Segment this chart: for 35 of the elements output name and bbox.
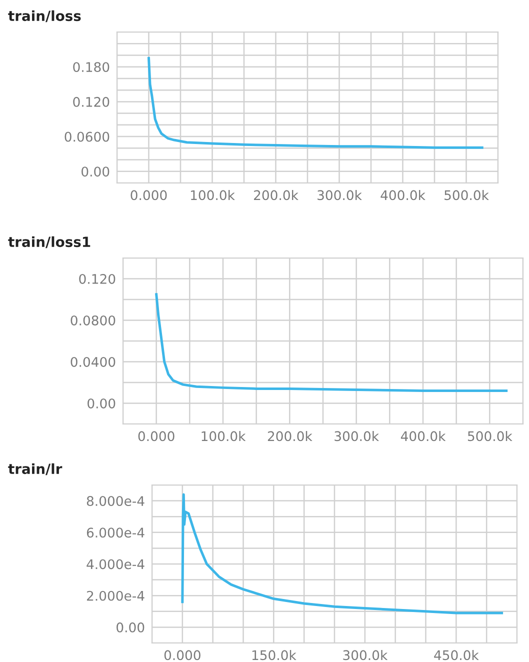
y-tick-label: 0.120 [79, 274, 116, 284]
x-tick-label: 400.0k [380, 190, 426, 200]
y-tick-label: 0.00 [88, 398, 116, 408]
line-series [155, 293, 508, 392]
y-tick-label: 0.120 [73, 96, 110, 107]
y-tick-label: 0.180 [73, 62, 110, 72]
y-tick-label: 0.0400 [70, 356, 116, 367]
x-tick-label: 500.0k [468, 430, 512, 442]
x-tick-label: 0.000 [138, 431, 174, 442]
x-tick-label: 500.0k [444, 190, 489, 200]
x-tick-label: 100.0k [202, 430, 246, 442]
y-tick-label: 2.000e-4 [86, 590, 144, 601]
chart-title: train/loss [8, 10, 81, 22]
x-tick-label: 100.0k [190, 190, 235, 200]
x-tick-label: 450.0k [434, 650, 479, 660]
x-tick-label: 200.0k [254, 190, 298, 200]
y-tick-label: 0.0800 [70, 315, 116, 326]
x-tick-label: 0.000 [130, 190, 167, 200]
y-tick-label: 0.0600 [64, 132, 110, 142]
y-tick-label: 0.00 [116, 622, 144, 632]
x-tick-label: 0.000 [164, 650, 200, 660]
x-tick-label: 200.0k [268, 430, 312, 442]
x-tick-label: 300.0k [318, 190, 362, 200]
x-tick-label: 300.0k [334, 430, 380, 442]
line-series [148, 56, 484, 149]
y-tick-label: 4.000e-4 [86, 559, 144, 570]
y-tick-label: 8.000e-4 [86, 496, 144, 506]
y-tick-label: 6.000e-4 [86, 528, 144, 538]
line-series [181, 493, 504, 614]
y-tick-label: 0.00 [82, 166, 110, 177]
x-tick-label: 400.0k [400, 430, 446, 442]
text: train/lr [8, 463, 62, 476]
x-tick-label: 150.0k [252, 650, 296, 660]
chart-title: train/loss1 [8, 236, 90, 248]
x-tick-label: 300.0k [343, 650, 388, 660]
